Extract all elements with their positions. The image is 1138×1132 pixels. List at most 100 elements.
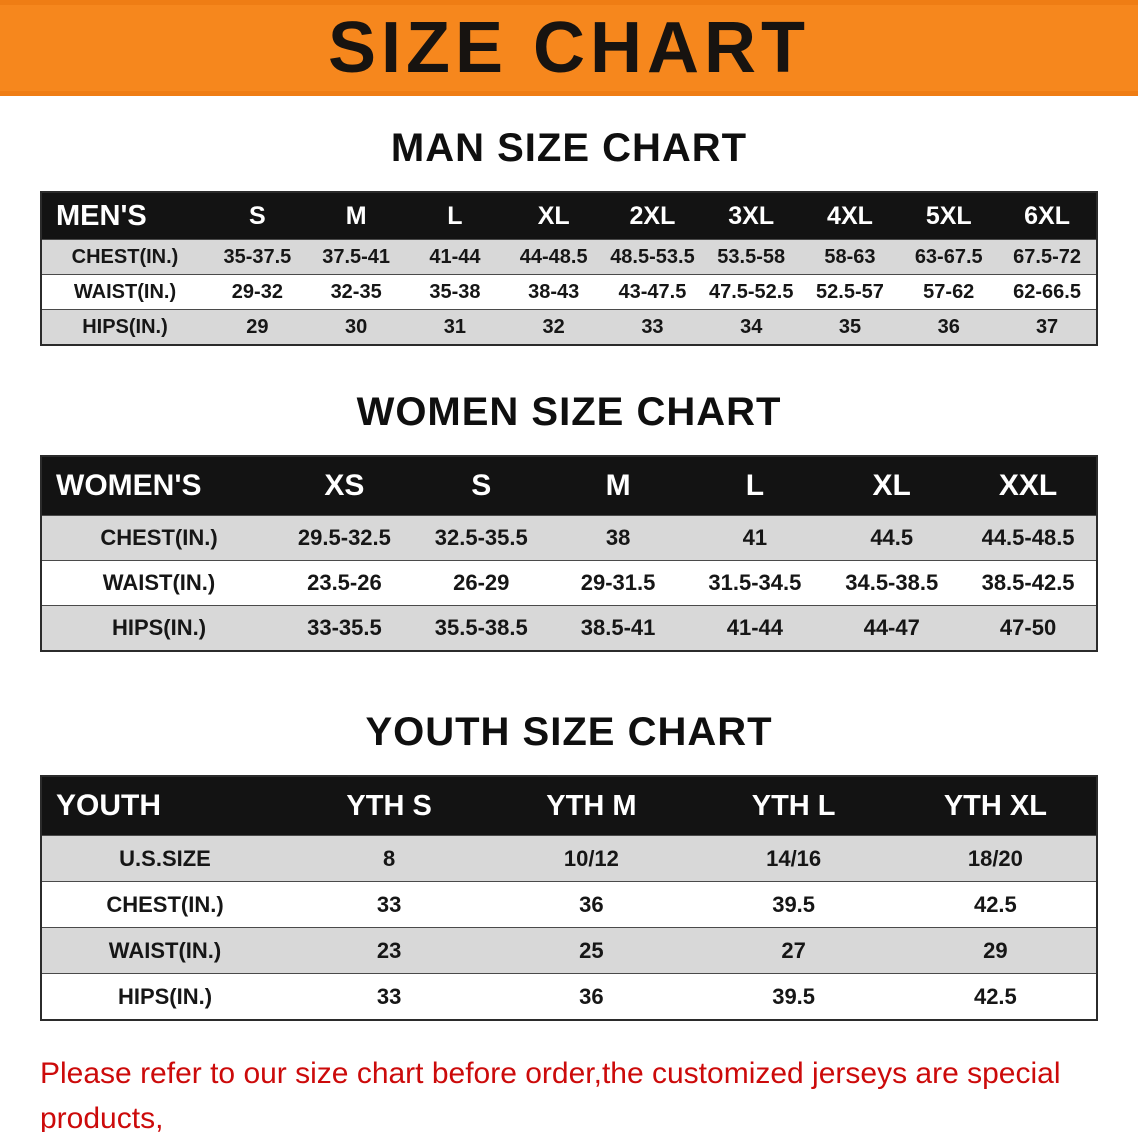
cell-value: 47-50 — [960, 605, 1097, 651]
cell-value: 33 — [603, 309, 702, 345]
row-label: HIPS(IN.) — [41, 605, 276, 651]
table-corner-label: MEN'S — [41, 192, 208, 240]
tables-host: MAN SIZE CHART MEN'S S M L XL 2XL 3XL 4XL 5XL 6XL C… — [0, 126, 1138, 1021]
column-header: YTH L — [692, 776, 895, 836]
cell-value: 36 — [899, 309, 999, 345]
cell-value: 52.5-57 — [800, 274, 900, 310]
header-row: WOMEN'S XS S M L XL XXL — [41, 456, 1097, 516]
column-header: YTH M — [490, 776, 693, 836]
cell-value: 32.5-35.5 — [412, 515, 550, 561]
section-title-women: WOMEN SIZE CHART — [356, 390, 782, 434]
column-header: L — [405, 192, 505, 240]
cell-value: 31.5-34.5 — [686, 560, 824, 606]
cell-value: 48.5-53.5 — [603, 239, 702, 275]
table-row: WAIST(IN.) 29-32 32-35 35-38 38-43 43-47.5 47.… — [41, 274, 1097, 310]
row-label: CHEST(IN.) — [41, 239, 208, 275]
size-chart-section-men: MAN SIZE CHART MEN'S S M L XL 2XL 3XL 4XL 5XL 6XL C… — [0, 126, 1138, 346]
cell-value: 23.5-26 — [276, 560, 413, 606]
cell-value: 27 — [692, 927, 895, 974]
cell-value: 38 — [549, 515, 687, 561]
cell-value: 43-47.5 — [603, 274, 702, 310]
column-header: M — [306, 192, 406, 240]
cell-value: 32 — [504, 309, 604, 345]
row-label: HIPS(IN.) — [41, 309, 208, 345]
column-header: 2XL — [603, 192, 702, 240]
cell-value: 37 — [998, 309, 1097, 345]
cell-value: 44-47 — [823, 605, 961, 651]
column-header: 3XL — [701, 192, 801, 240]
cell-value: 35-38 — [405, 274, 505, 310]
column-header: 5XL — [899, 192, 999, 240]
cell-value: 38-43 — [504, 274, 604, 310]
cell-value: 37.5-41 — [306, 239, 406, 275]
cell-value: 36 — [490, 881, 693, 928]
cell-value: 42.5 — [894, 881, 1097, 928]
column-header: XL — [823, 456, 961, 516]
cell-value: 38.5-41 — [549, 605, 687, 651]
cell-value: 44.5 — [823, 515, 961, 561]
column-header: YTH S — [288, 776, 491, 836]
row-label: WAIST(IN.) — [41, 927, 288, 974]
cell-value: 18/20 — [894, 835, 1097, 882]
cell-value: 33 — [288, 881, 491, 928]
cell-value: 35-37.5 — [208, 239, 307, 275]
cell-value: 31 — [405, 309, 505, 345]
column-header: 6XL — [998, 192, 1097, 240]
cell-value: 39.5 — [692, 973, 895, 1020]
cell-value: 29 — [208, 309, 307, 345]
table-corner-label: YOUTH — [41, 776, 288, 836]
row-label: WAIST(IN.) — [41, 274, 208, 310]
disclaimer-line-1: Please refer to our size chart before or… — [40, 1057, 1061, 1132]
cell-value: 63-67.5 — [899, 239, 999, 275]
table-row: WAIST(IN.) 23.5-26 26-29 29-31.5 31.5-34.5 34… — [41, 560, 1097, 606]
cell-value: 30 — [306, 309, 406, 345]
cell-value: 35 — [800, 309, 900, 345]
cell-value: 53.5-58 — [701, 239, 801, 275]
table-row: CHEST(IN.) 33 36 39.5 42.5 — [41, 881, 1097, 928]
cell-value: 44.5-48.5 — [960, 515, 1097, 561]
column-header: L — [686, 456, 824, 516]
cell-value: 33 — [288, 973, 491, 1020]
cell-value: 29-31.5 — [549, 560, 687, 606]
size-chart-section-youth: YOUTH SIZE CHART YOUTH YTH S YTH M YTH L YTH … — [0, 710, 1138, 1021]
column-header: YTH XL — [894, 776, 1097, 836]
section-title-men: MAN SIZE CHART — [390, 126, 748, 170]
cell-value: 34.5-38.5 — [823, 560, 961, 606]
row-label: CHEST(IN.) — [41, 881, 288, 928]
cell-value: 8 — [288, 835, 491, 882]
table-row: HIPS(IN.) 29 30 31 32 33 34 35 36 37 — [41, 309, 1097, 345]
header-row: YOUTH YTH S YTH M YTH L YTH XL — [41, 776, 1097, 836]
cell-value: 41-44 — [686, 605, 824, 651]
table-row: HIPS(IN.) 33 36 39.5 42.5 — [41, 973, 1097, 1020]
cell-value: 35.5-38.5 — [412, 605, 550, 651]
column-header: XXL — [960, 456, 1097, 516]
row-label: CHEST(IN.) — [41, 515, 276, 561]
size-table-men: MEN'S S M L XL 2XL 3XL 4XL 5XL 6XL CHEST(IN.) 35-37… — [40, 191, 1098, 346]
size-chart-section-women: WOMEN SIZE CHART WOMEN'S XS S M L XL XXL CHEST(I… — [0, 390, 1138, 652]
cell-value: 29-32 — [208, 274, 307, 310]
disclaimer: Please refer to our size chart before or… — [40, 1051, 1100, 1132]
column-header: S — [412, 456, 550, 516]
table-row: HIPS(IN.) 33-35.5 35.5-38.5 38.5-41 41-44 44-… — [41, 605, 1097, 651]
cell-value: 32-35 — [306, 274, 406, 310]
table-row: U.S.SIZE 8 10/12 14/16 18/20 — [41, 835, 1097, 882]
cell-value: 33-35.5 — [276, 605, 413, 651]
cell-value: 47.5-52.5 — [701, 274, 801, 310]
cell-value: 38.5-42.5 — [960, 560, 1097, 606]
cell-value: 57-62 — [899, 274, 999, 310]
cell-value: 36 — [490, 973, 693, 1020]
cell-value: 29.5-32.5 — [276, 515, 413, 561]
table-row: CHEST(IN.) 29.5-32.5 32.5-35.5 38 41 44.5 44.5… — [41, 515, 1097, 561]
column-header: XL — [504, 192, 604, 240]
cell-value: 10/12 — [490, 835, 693, 882]
cell-value: 34 — [701, 309, 801, 345]
cell-value: 41 — [686, 515, 824, 561]
cell-value: 62-66.5 — [998, 274, 1097, 310]
cell-value: 23 — [288, 927, 491, 974]
cell-value: 29 — [894, 927, 1097, 974]
cell-value: 14/16 — [692, 835, 895, 882]
table-corner-label: WOMEN'S — [41, 456, 276, 516]
section-title-youth: YOUTH SIZE CHART — [365, 710, 773, 754]
banner: SIZE CHART — [0, 0, 1138, 96]
